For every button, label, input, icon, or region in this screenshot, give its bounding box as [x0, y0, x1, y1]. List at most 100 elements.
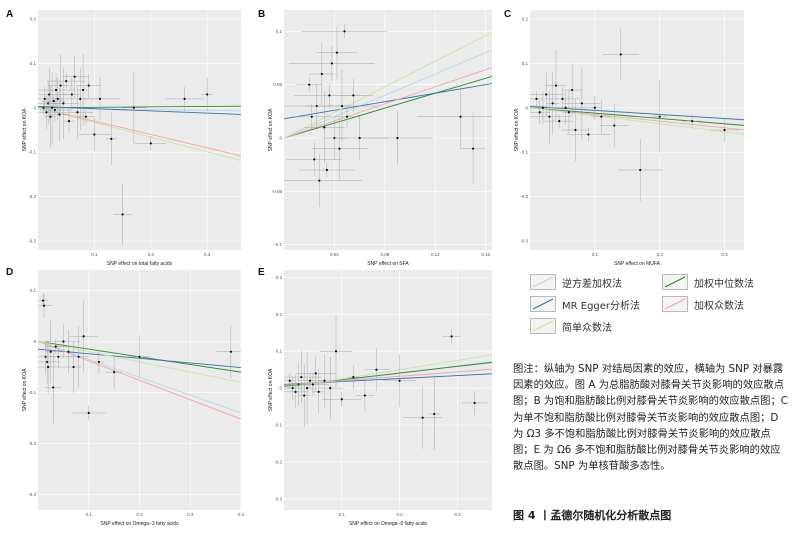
regression-line — [283, 67, 493, 139]
data-point — [375, 368, 378, 371]
data-point — [328, 94, 331, 97]
data-point — [52, 386, 55, 389]
y-tick-label: 0.05 — [273, 82, 282, 87]
panel-label-b: B — [258, 9, 266, 20]
data-point — [318, 179, 321, 182]
data-point — [53, 108, 57, 112]
panel-label-a: A — [6, 9, 14, 20]
data-point — [77, 355, 80, 358]
data-point — [593, 106, 596, 109]
data-point — [47, 365, 50, 369]
x-tick-label: 0.3 — [721, 252, 728, 257]
data-point — [310, 115, 313, 118]
data-point — [300, 375, 303, 379]
x-tick-label: 0.3 — [187, 512, 194, 517]
y-tick-label: 0.1 — [522, 61, 529, 66]
points-group — [284, 315, 488, 450]
data-point — [345, 115, 349, 118]
data-point — [79, 97, 82, 100]
data-point — [48, 93, 51, 96]
data-point — [62, 340, 65, 343]
y-tick-label: 0 — [33, 105, 36, 110]
panel-label-d: D — [6, 267, 14, 278]
data-point — [639, 168, 642, 172]
data-point — [46, 360, 49, 364]
points-group — [284, 24, 492, 208]
data-point — [132, 106, 135, 109]
x-tick-label: 0.2 — [148, 252, 155, 257]
data-point — [564, 106, 567, 109]
x-axis-label: SNP effect on SFA — [367, 261, 409, 267]
data-point — [396, 136, 399, 140]
y-tick-label: 0 — [33, 339, 36, 344]
data-point — [54, 88, 58, 92]
legend-item-weighted-median: 加权中位数法 — [662, 274, 754, 290]
legend-swatch — [530, 318, 556, 334]
data-point — [421, 416, 424, 419]
y-tick-label: 0 — [525, 105, 528, 110]
data-point — [229, 350, 232, 353]
data-point — [574, 128, 577, 132]
data-point — [121, 213, 124, 216]
x-tick-label: 0.1 — [86, 512, 93, 517]
data-point — [59, 84, 62, 87]
legend-line-ivw — [532, 276, 554, 288]
data-point — [110, 137, 113, 140]
plot-background — [284, 270, 492, 510]
data-point — [358, 136, 361, 140]
data-point — [317, 390, 320, 393]
scatter-plot-a: 0.1 0.2 0.3 -0.3 -0.2 -0.1 0 0.1 0.2 SNP effect o… — [22, 10, 242, 267]
y-axis-label: SNP effect on KOA — [514, 108, 520, 151]
y-tick-label: -0.1 — [28, 150, 36, 155]
data-point — [323, 126, 326, 129]
y-tick-label: 0.1 — [30, 288, 37, 293]
data-point — [308, 379, 312, 382]
data-point — [82, 88, 85, 92]
data-point — [340, 398, 343, 401]
data-point — [538, 111, 541, 114]
regression-line — [283, 83, 493, 120]
y-tick-label: -0.3 — [274, 496, 282, 501]
y-tick-label: 0.1 — [276, 349, 283, 354]
data-point — [554, 84, 558, 87]
y-tick-label: -0.05 — [272, 189, 283, 194]
data-point — [308, 83, 311, 86]
data-point — [62, 102, 65, 105]
plot-background — [284, 10, 492, 250]
y-tick-label: 0.2 — [276, 312, 283, 317]
x-tick-label: 0.2 — [657, 252, 664, 257]
y-tick-label: -0.1 — [28, 390, 36, 395]
data-point — [45, 111, 48, 114]
legend-swatch — [530, 296, 556, 312]
data-point — [57, 355, 60, 358]
data-point — [138, 355, 141, 358]
y-tick-label: 0.1 — [276, 29, 283, 34]
legend-swatch — [662, 274, 688, 290]
data-point — [340, 104, 344, 108]
data-point — [43, 97, 46, 100]
data-point — [571, 88, 574, 92]
data-point — [288, 379, 291, 382]
data-point — [41, 299, 45, 302]
y-tick-label: -0.1 — [274, 242, 282, 247]
data-point — [320, 72, 323, 76]
data-point — [541, 106, 545, 109]
legend-label-weighted-mode: 加权众数法 — [694, 300, 744, 312]
data-point — [352, 375, 355, 379]
plot-background — [38, 10, 241, 250]
data-point — [313, 158, 316, 161]
data-point — [67, 120, 71, 123]
data-point — [72, 365, 75, 369]
data-point — [558, 120, 561, 123]
y-axis-label: SNP effect on KOA — [268, 368, 274, 411]
data-point — [149, 142, 152, 145]
data-point — [334, 350, 338, 353]
data-point — [183, 97, 186, 100]
data-point — [551, 102, 554, 105]
legend-label-weighted-median: 加权中位数法 — [694, 278, 754, 290]
data-point — [98, 97, 102, 100]
data-point — [97, 360, 100, 364]
x-axis-label: SNP effect on Omega−6 fatty acids — [349, 521, 428, 527]
regression-line — [37, 107, 242, 157]
points-group — [530, 28, 739, 202]
